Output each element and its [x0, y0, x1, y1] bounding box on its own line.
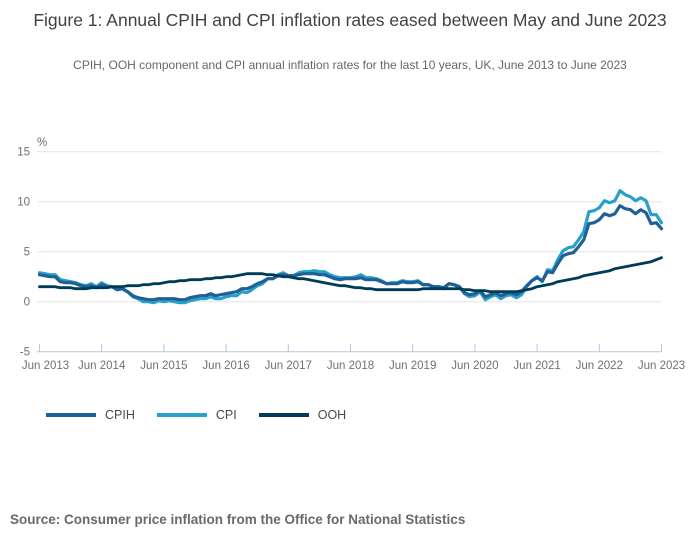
- legend-label-ooh: OOH: [317, 408, 347, 422]
- legend-swatch-cpih: [46, 413, 96, 417]
- legend-label-cpih: CPIH: [105, 408, 135, 422]
- x-axis-label: Jun 2018: [327, 360, 374, 372]
- x-axis-label: Jun 2014: [78, 360, 126, 372]
- legend-item-cpi: CPI: [156, 408, 237, 422]
- y-axis-label: -5: [20, 347, 30, 359]
- series-line-ooh: [38, 256, 663, 294]
- x-axis-label: Jun 2022: [576, 360, 623, 372]
- x-axis-label: Jun 2020: [451, 360, 498, 372]
- x-axis-label: Jun 2021: [513, 360, 560, 372]
- x-axis-label: Jun 2017: [265, 360, 312, 372]
- y-axis-unit-label: %: [37, 137, 47, 149]
- series-line-cpih: [37, 204, 664, 302]
- x-axis-label: Jun 2013: [22, 360, 69, 372]
- legend-swatch-cpi: [156, 413, 207, 417]
- y-axis-label: 0: [24, 297, 30, 309]
- figure-subtitle: CPIH, OOH component and CPI annual infla…: [73, 58, 627, 72]
- chart-legend: CPIH CPI OOH: [46, 408, 346, 422]
- x-axis-label: Jun 2023: [638, 360, 685, 372]
- source-note: Source: Consumer price inflation from th…: [10, 512, 466, 527]
- legend-item-cpih: CPIH: [46, 408, 135, 422]
- y-axis-label: 10: [17, 197, 30, 209]
- y-axis-label: 5: [24, 247, 30, 259]
- x-axis-label: Jun 2019: [389, 360, 436, 372]
- figure-title: Figure 1: Annual CPIH and CPI inflation …: [33, 10, 667, 30]
- legend-label-cpi: CPI: [215, 408, 237, 422]
- legend-item-ooh: OOH: [258, 408, 347, 422]
- x-axis-label: Jun 2015: [140, 360, 187, 372]
- legend-swatch-ooh: [258, 413, 309, 417]
- inflation-line-chart: Jun 2013 Jun 2014 Jun 2015 Jun 2016 Jun 2017…: [17, 137, 685, 372]
- y-axis-label: 15: [17, 147, 30, 159]
- x-axis-label: Jun 2016: [202, 360, 249, 372]
